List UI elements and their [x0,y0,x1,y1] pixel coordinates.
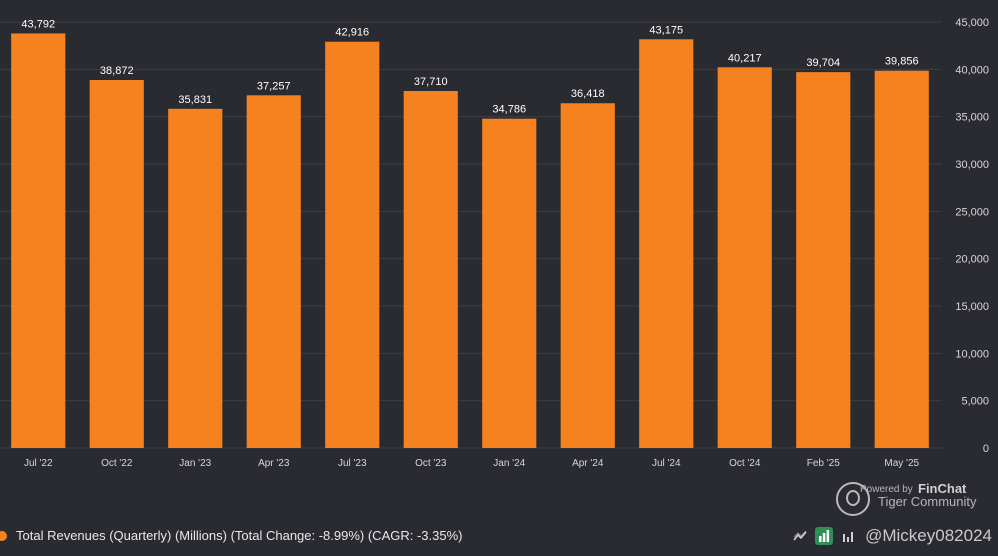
x-tick-label: Jul '22 [24,458,53,469]
x-tick-label: Jul '23 [338,458,367,469]
trend-line-icon[interactable] [791,527,809,545]
x-tick-label: Jul '24 [652,458,681,469]
watermark-community: Tiger Community [878,494,977,509]
bar-value-label: 37,710 [414,76,448,88]
bar-value-label: 38,872 [100,65,134,77]
bar-value-label: 34,786 [492,104,526,116]
x-tick-label: Oct '23 [415,458,447,469]
x-tick-label: Oct '24 [729,458,761,469]
bar-chart-icon[interactable] [815,527,834,545]
legend-series-dot [0,531,7,541]
bar-value-label: 43,792 [21,18,55,30]
bar [325,41,380,448]
bar [796,72,851,448]
bar [639,39,694,448]
y-tick-label: 20,000 [955,254,989,266]
bar [89,80,144,449]
y-tick-label: 25,000 [955,206,989,218]
chart-toolbar: @Mickey082024 [791,524,998,548]
watermark-brand: FinChat [918,481,967,496]
bar-value-label: 39,856 [885,56,919,68]
x-tick-label: May '25 [884,458,919,469]
chart-svg: 0 5,000 10,000 15,000 20,000 25,000 30,000 35,0… [0,17,989,469]
watermark-handle: @Mickey082024 [865,526,992,545]
bar [168,108,223,448]
chart-legend[interactable]: Total Revenues (Quarterly) (Millions) (T… [0,520,998,556]
y-tick-label: 40,000 [955,64,989,76]
y-tick-label: 35,000 [955,112,989,124]
y-tick-label: 15,000 [955,301,989,313]
x-tick-label: Feb '25 [807,458,840,469]
y-tick-label: 30,000 [955,159,989,171]
bar-value-label: 39,704 [806,57,840,69]
x-tick-label: Jan '23 [179,458,211,469]
bar [874,70,929,448]
legend-series-label: Total Revenues (Quarterly) (Millions) (T… [16,528,463,543]
bar [717,67,772,449]
bar-value-label: 36,418 [571,88,605,100]
x-tick-label: Oct '22 [101,458,133,469]
column-chart-icon[interactable] [839,527,857,545]
revenue-bar-chart: 0 5,000 10,000 15,000 20,000 25,000 30,000 35,0… [0,17,989,469]
y-tick-label: 5,000 [961,396,989,408]
bar [246,95,301,448]
tiger-community-logo-icon [836,482,870,516]
x-tick-label: Apr '23 [258,458,290,469]
y-tick-label: 10,000 [955,348,989,360]
bar-value-label: 35,831 [178,94,212,106]
watermark: Powered by FinChat Tiger Community [836,478,996,518]
bar-value-label: 37,257 [257,80,291,92]
bar [11,33,66,449]
bar-value-label: 43,175 [649,24,683,36]
bar [560,103,615,449]
bar [482,118,537,448]
watermark-powered-by: Powered by [860,484,913,495]
y-tick-label: 0 [983,443,989,455]
x-tick-label: Apr '24 [572,458,604,469]
bar-value-label: 42,916 [335,27,369,39]
bar [403,91,458,449]
y-tick-label: 45,000 [955,17,989,29]
x-tick-label: Jan '24 [493,458,525,469]
bar-value-label: 40,217 [728,52,762,64]
